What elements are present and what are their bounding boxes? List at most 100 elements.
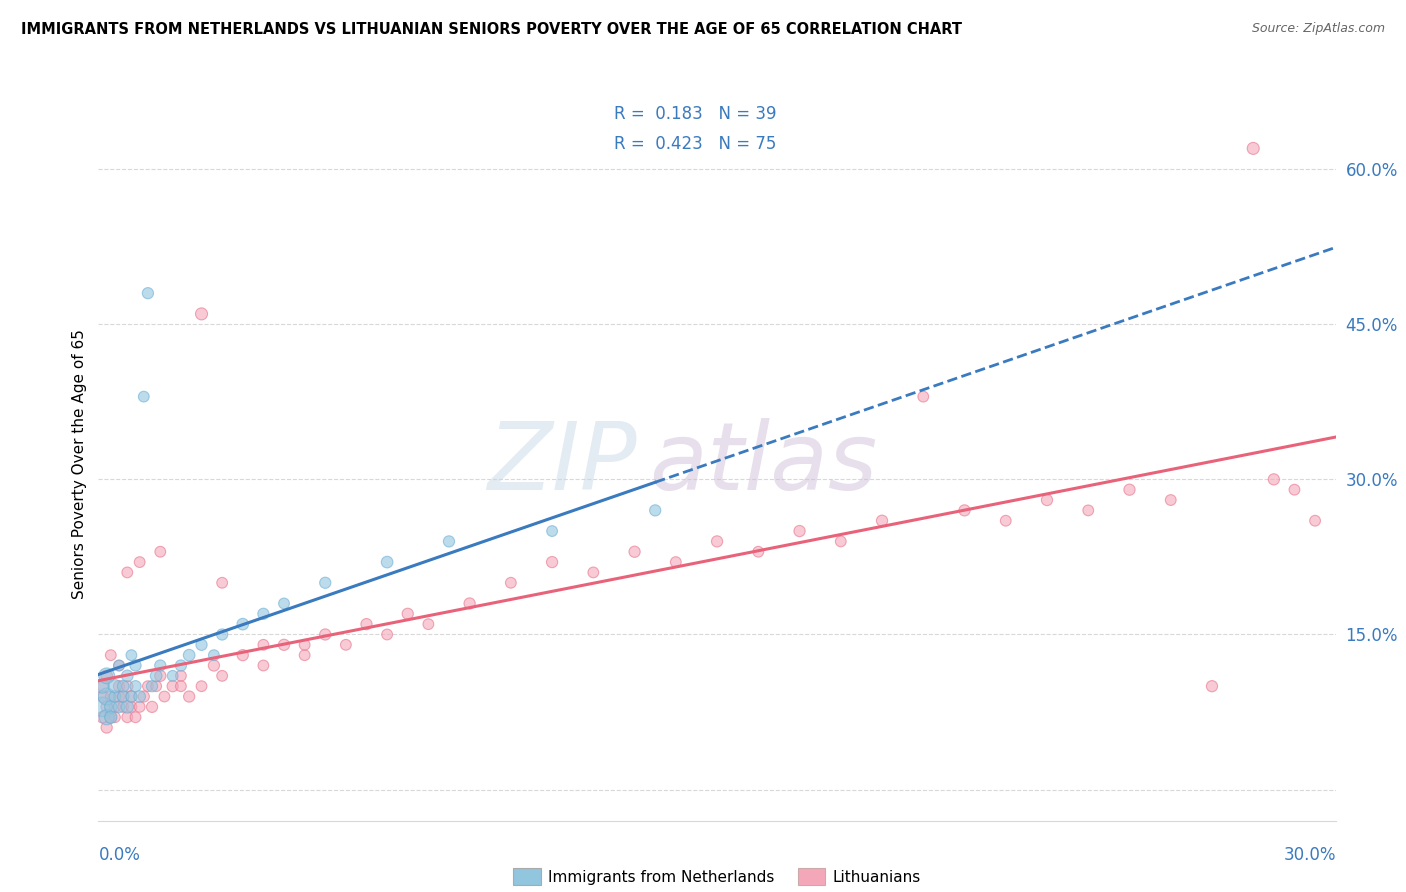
Point [117,669,139,683]
Point [437,534,460,549]
Point [145,679,167,693]
Point [96,721,118,735]
Point [100,710,122,724]
Point [124,679,146,693]
Point [112,699,135,714]
Point [108,658,131,673]
Point [1077,503,1099,517]
Point [91,679,114,693]
Point [91,690,114,704]
Point [1263,472,1285,486]
Point [100,710,122,724]
Point [179,648,201,662]
Point [149,669,172,683]
Point [1160,493,1182,508]
Point [396,607,419,621]
Point [375,555,398,569]
Point [91,710,114,724]
Point [112,690,135,704]
Point [1284,483,1306,497]
Point [117,710,139,724]
Point [108,699,131,714]
Point [994,514,1017,528]
Point [132,390,155,404]
Point [120,699,142,714]
Point [117,699,139,714]
Point [112,690,135,704]
Point [108,690,131,704]
Point [100,699,122,714]
Point [141,699,163,714]
Point [623,545,645,559]
Point [120,690,142,704]
Point [108,679,131,693]
Point [789,524,811,538]
Point [1036,493,1059,508]
Point [117,566,139,580]
Point [375,627,398,641]
Text: 30.0%: 30.0% [1284,847,1336,864]
Point [252,658,274,673]
Point [141,679,163,693]
Point [132,690,155,704]
Point [644,503,666,517]
Point [1241,141,1264,155]
Point [149,545,172,559]
Point [294,648,316,662]
Point [190,679,212,693]
Text: R =  0.423   N = 75: R = 0.423 N = 75 [614,136,778,153]
Point [96,669,118,683]
Point [124,658,146,673]
Point [104,679,127,693]
Point [120,648,142,662]
Point [499,575,522,590]
Point [458,597,481,611]
Point [179,690,201,704]
Point [202,658,225,673]
Point [170,658,193,673]
Text: ZIP: ZIP [486,418,637,509]
Point [273,597,295,611]
Point [162,669,184,683]
Point [418,617,440,632]
Point [153,690,176,704]
Point [108,658,131,673]
Point [128,555,150,569]
Point [665,555,688,569]
Point [128,690,150,704]
Point [149,658,172,673]
Point [232,617,254,632]
Point [96,710,118,724]
Point [211,575,233,590]
Point [582,566,605,580]
Text: IMMIGRANTS FROM NETHERLANDS VS LITHUANIAN SENIORS POVERTY OVER THE AGE OF 65 COR: IMMIGRANTS FROM NETHERLANDS VS LITHUANIA… [21,22,962,37]
Point [96,699,118,714]
Text: Source: ZipAtlas.com: Source: ZipAtlas.com [1251,22,1385,36]
Point [706,534,728,549]
Point [136,679,159,693]
Point [117,679,139,693]
Point [252,607,274,621]
Point [104,699,127,714]
Point [120,690,142,704]
Point [953,503,976,517]
Point [1118,483,1140,497]
Point [91,679,114,693]
Point [96,669,118,683]
Point [541,555,564,569]
Y-axis label: Seniors Poverty Over the Age of 65: Seniors Poverty Over the Age of 65 [72,329,87,599]
Point [162,679,184,693]
Point [128,699,150,714]
Point [211,627,233,641]
Text: atlas: atlas [650,418,877,509]
Point [100,648,122,662]
Legend: Immigrants from Netherlands, Lithuanians: Immigrants from Netherlands, Lithuanians [508,862,927,891]
Point [252,638,274,652]
Point [356,617,378,632]
Point [104,690,127,704]
Text: R =  0.183   N = 39: R = 0.183 N = 39 [614,104,778,122]
Point [136,286,159,301]
Point [104,710,127,724]
Point [100,690,122,704]
Point [170,669,193,683]
